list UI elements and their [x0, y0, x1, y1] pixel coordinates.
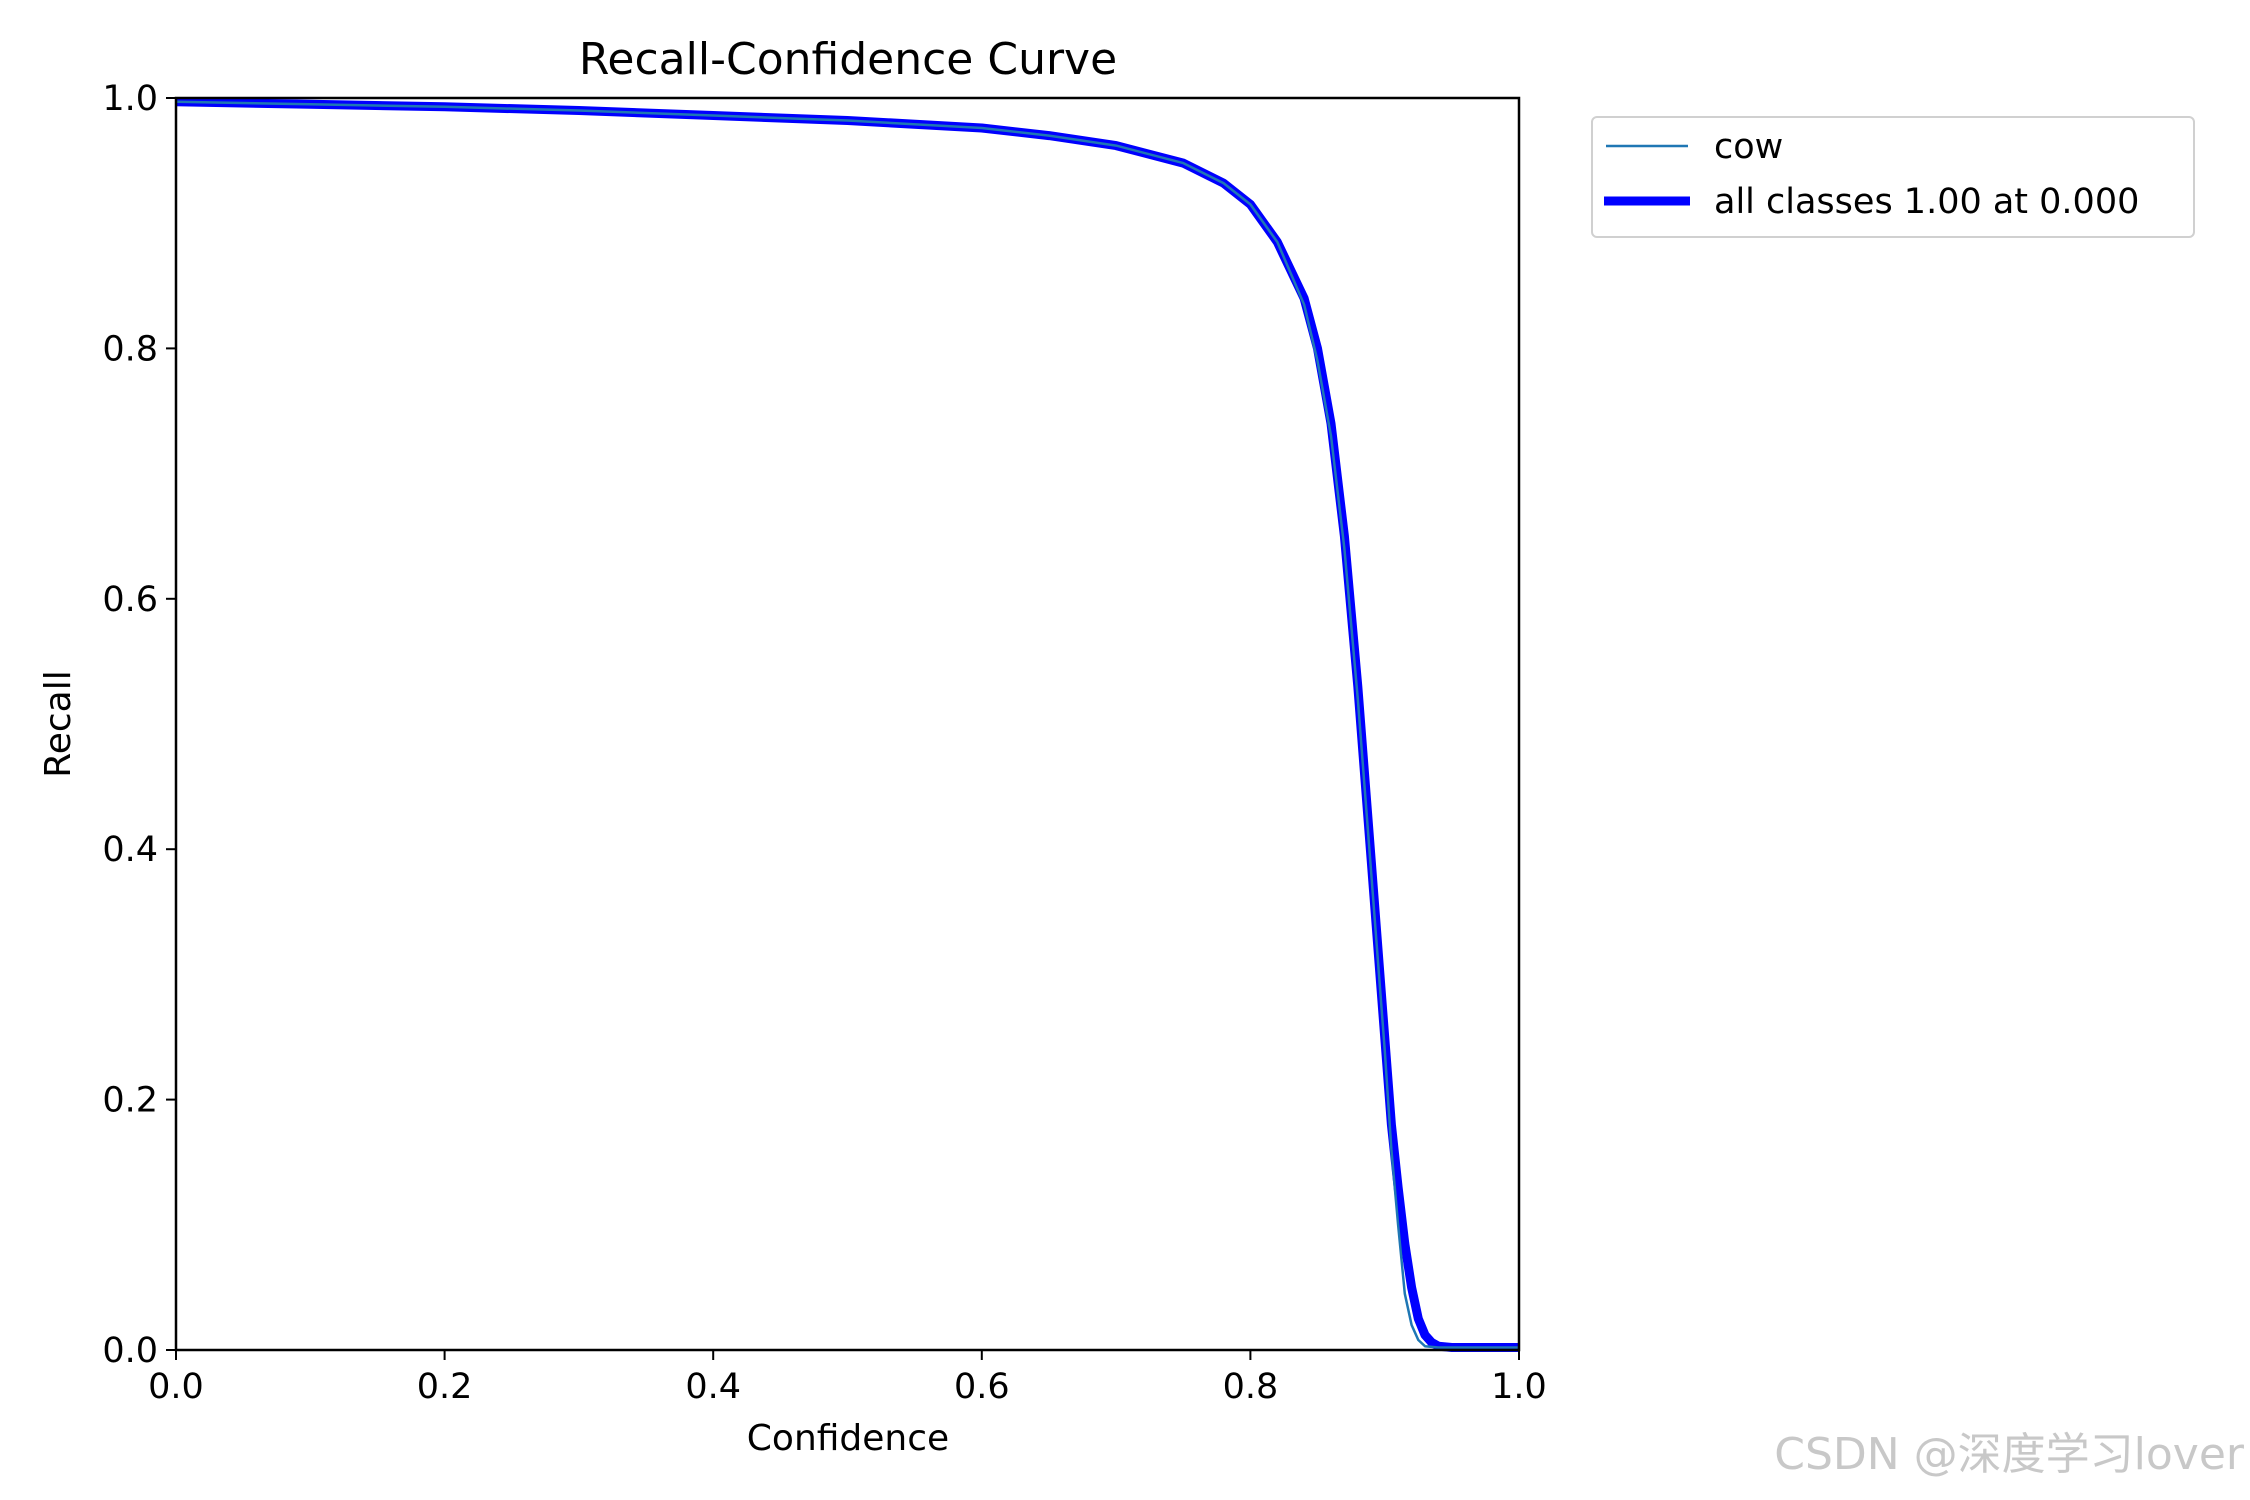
chart-title: Recall-Confidence Curve [579, 34, 1117, 85]
y-axis-label: Recall [38, 670, 79, 777]
legend-box [1591, 116, 2195, 238]
series-line-cow [176, 100, 1519, 1349]
y-tick-label: 0.2 [102, 1081, 158, 1121]
x-tick-label: 1.0 [1491, 1367, 1547, 1407]
y-tick-label: 0.4 [102, 830, 158, 870]
x-tick-label: 0.4 [685, 1367, 741, 1407]
watermark: CSDN @深度学习lover [1774, 1429, 2244, 1480]
legend: cow all classes 1.00 at 0.000 [1591, 116, 2195, 238]
axes: 0.0 0.2 0.4 0.6 0.8 1.0 0.0 0.2 0.4 0.6 0.8 1.0 [102, 79, 1547, 1407]
y-tick-label: 0.6 [102, 580, 158, 620]
y-tick-label: 0.8 [102, 329, 158, 369]
x-tick-label: 0.0 [148, 1367, 204, 1407]
x-axis-label: Confidence [747, 1418, 949, 1459]
y-tick-label: 0.0 [102, 1331, 158, 1371]
x-tick-label: 0.2 [417, 1367, 473, 1407]
legend-label-cow: cow [1714, 127, 1783, 167]
plot-area [176, 97, 1519, 1352]
x-tick-label: 0.8 [1223, 1367, 1279, 1407]
plot-frame [174, 96, 1521, 1352]
x-tick-label: 0.6 [954, 1367, 1010, 1407]
y-tick-label: 1.0 [102, 79, 158, 119]
legend-label-all-classes: all classes 1.00 at 0.000 [1714, 182, 2139, 222]
